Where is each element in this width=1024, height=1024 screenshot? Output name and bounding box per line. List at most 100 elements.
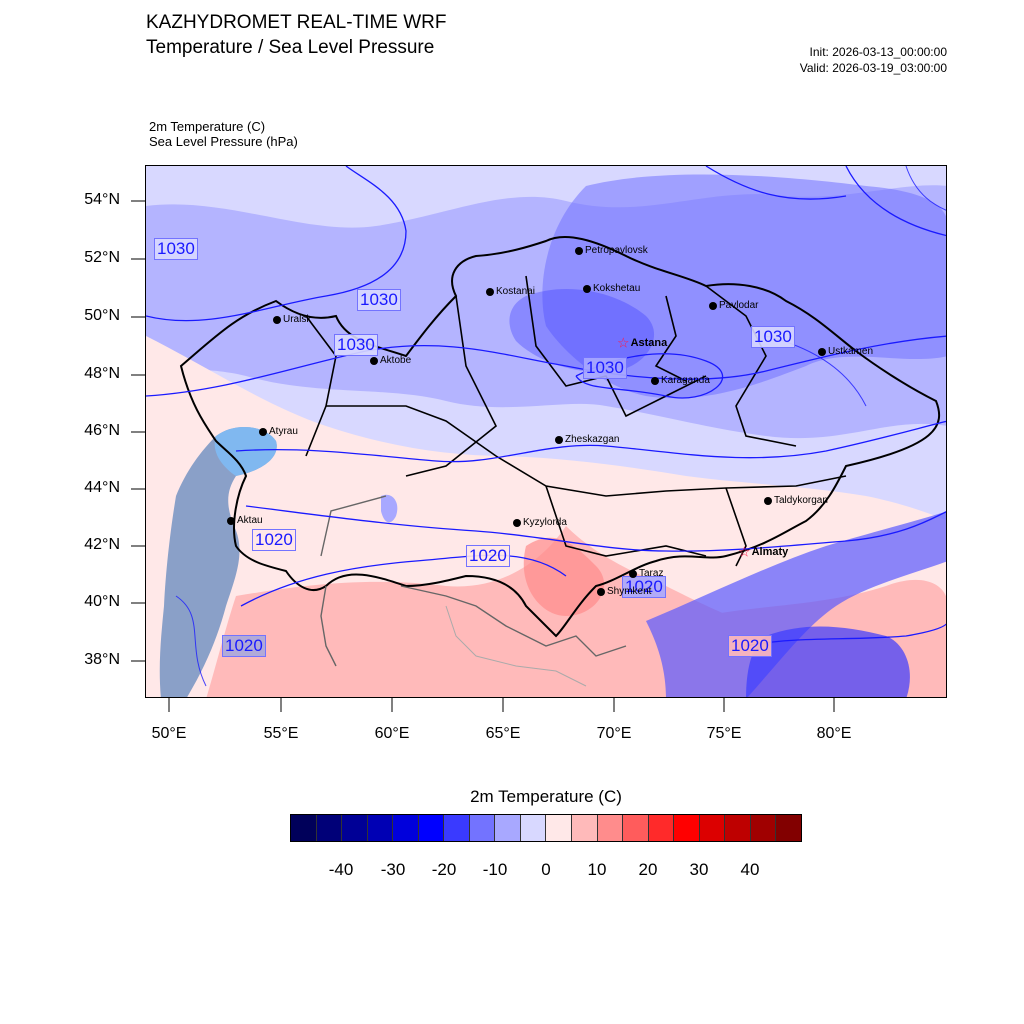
city-marker: Atyrau xyxy=(259,423,298,441)
isobar-label: 1020 xyxy=(252,529,296,551)
colorbar-cell xyxy=(316,815,343,841)
city-label: Uralsk xyxy=(283,314,312,326)
lat-tick-label: 40°N xyxy=(84,593,120,610)
colorbar-tick-label: -10 xyxy=(482,860,508,879)
colorbar-cell xyxy=(776,815,801,841)
city-dot xyxy=(555,435,563,444)
city-marker: Kyzylorda xyxy=(513,514,567,532)
city-dot xyxy=(764,496,772,505)
city-marker-capital: ☆Almaty xyxy=(738,543,788,561)
capital-star-icon: ☆ xyxy=(738,543,751,560)
colorbar-cell xyxy=(572,815,598,841)
city-label: Shymkent xyxy=(607,586,652,598)
isobar-label: 1020 xyxy=(622,576,666,598)
colorbar-cell xyxy=(648,815,675,841)
mountain-cold-fill xyxy=(646,511,946,697)
city-dot xyxy=(575,246,583,255)
city-marker: Zheskazgan xyxy=(555,431,619,449)
city-marker: Kokshetau xyxy=(583,280,640,298)
isobar-label: 1020 xyxy=(466,545,510,567)
city-label: Aktobe xyxy=(380,355,412,367)
oblast-border xyxy=(545,485,707,557)
colorbar-cell xyxy=(291,815,317,841)
caspian-north-fill xyxy=(214,426,277,476)
lat-tick-label: 42°N xyxy=(84,536,120,553)
oblast-border xyxy=(725,487,747,567)
lon-tick-label: 60°E xyxy=(374,725,410,742)
city-marker: Ustkamen xyxy=(818,343,873,361)
oblast-border xyxy=(405,295,498,477)
city-label: Taldykorgan xyxy=(774,495,828,507)
valid-time: Valid: 2026-03-19_03:00:00 xyxy=(799,61,947,75)
isobar-label: 1030 xyxy=(334,334,378,356)
colorbar-cell xyxy=(623,815,649,841)
lon-tick-label: 55°E xyxy=(263,725,299,742)
isobar-label: 1020 xyxy=(728,635,772,657)
city-marker: Uralsk xyxy=(273,311,311,329)
city-marker: Karaganda xyxy=(651,372,710,390)
field-label-pressure: Sea Level Pressure (hPa) xyxy=(149,134,298,149)
city-label: Astana xyxy=(630,336,668,349)
colorbar-cell xyxy=(495,815,521,841)
kazakhstan-border xyxy=(179,235,941,638)
city-dot xyxy=(486,287,494,296)
colorbar-title: 2m Temperature (C) xyxy=(470,787,622,806)
mountain-cold-core-fill xyxy=(746,626,910,697)
city-dot xyxy=(227,516,235,525)
isobar-label: 1020 xyxy=(222,635,266,657)
colorbar-cell xyxy=(750,815,777,841)
lat-tick-label: 48°N xyxy=(84,365,120,382)
city-marker: Taldykorgan xyxy=(764,492,828,510)
colorbar-cell xyxy=(674,815,700,841)
isobar-label: 1030 xyxy=(154,238,198,260)
oblast-border xyxy=(705,285,797,447)
city-dot xyxy=(818,347,826,356)
colorbar-cell xyxy=(444,815,470,841)
field-label-temperature: 2m Temperature (C) xyxy=(149,119,266,134)
colorbar-cell xyxy=(367,815,394,841)
city-label: Atyrau xyxy=(269,426,298,438)
city-label: Zheskazgan xyxy=(565,434,620,446)
caspian-sea xyxy=(159,426,277,697)
colorbar-tick-label: -30 xyxy=(380,860,406,879)
lat-tick-label: 54°N xyxy=(84,191,120,208)
colorbar-cell xyxy=(597,815,624,841)
colorbar-cell xyxy=(699,815,726,841)
city-dot xyxy=(513,518,521,527)
colorbar-tick-label: 20 xyxy=(638,860,658,879)
country-border xyxy=(320,495,627,667)
isobar-lines xyxy=(146,166,946,647)
lat-tick-label: 38°N xyxy=(84,651,120,668)
lat-tick-label: 50°N xyxy=(84,307,120,324)
colorbar-tick-label: 30 xyxy=(689,860,709,879)
hot-spot-fill xyxy=(523,537,605,616)
city-label: Petropavlovsk xyxy=(585,245,648,257)
city-label: Kyzylorda xyxy=(523,517,567,529)
chart-title: KAZHYDROMET REAL-TIME WRF xyxy=(146,12,447,33)
isobar-label: 1030 xyxy=(583,357,627,379)
lat-tick-label: 46°N xyxy=(84,422,120,439)
city-dot xyxy=(273,315,281,324)
lat-tick-label: 52°N xyxy=(84,249,120,266)
city-marker: Petropavlovsk xyxy=(575,242,648,260)
oblast-border xyxy=(305,315,337,457)
city-dot xyxy=(651,376,659,385)
city-label: Pavlodar xyxy=(719,300,759,312)
oblast-border xyxy=(654,295,687,382)
colorbar-cell xyxy=(469,815,496,841)
city-marker: Shymkent xyxy=(597,583,651,601)
colorbar xyxy=(290,814,802,842)
capital-star-icon: ☆ xyxy=(617,334,630,351)
city-marker: Pavlodar xyxy=(709,297,758,315)
colorbar-cell xyxy=(393,815,419,841)
city-dot xyxy=(259,427,267,436)
colorbar-tick-label: -20 xyxy=(431,860,457,879)
colorbar-tick-label: 40 xyxy=(740,860,760,879)
lon-tick-label: 65°E xyxy=(485,725,521,742)
city-marker: Kostanai xyxy=(486,283,535,301)
city-label: Kostanai xyxy=(496,286,535,298)
city-marker: Aktau xyxy=(227,512,263,530)
cold-core-fill xyxy=(509,288,655,372)
colorbar-cell xyxy=(520,815,547,841)
colorbar-cell xyxy=(418,815,445,841)
